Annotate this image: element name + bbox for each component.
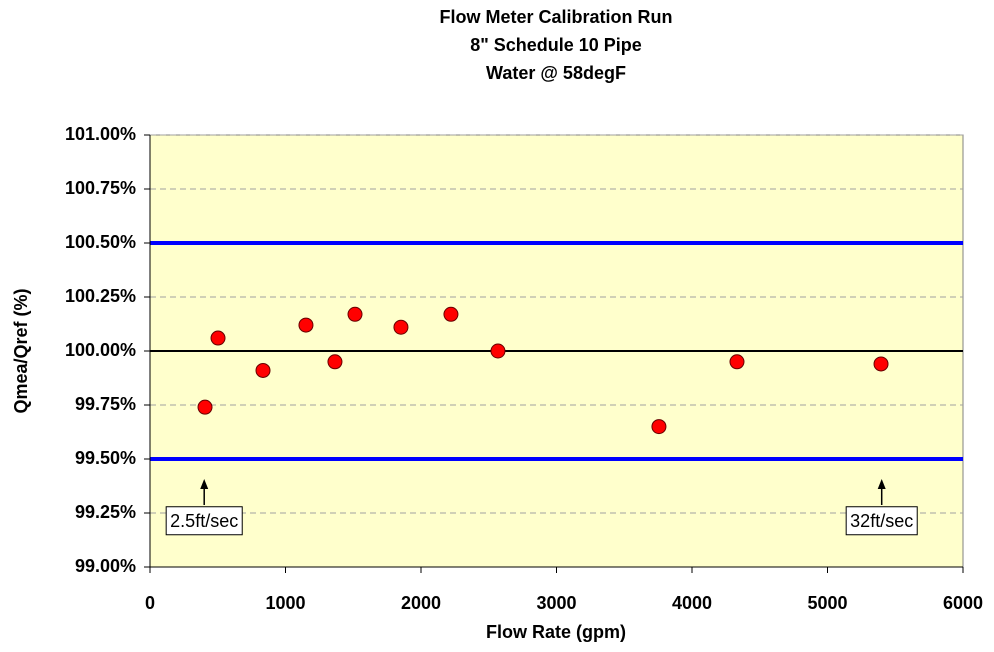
chart-title: Flow Meter Calibration Run: [439, 7, 672, 27]
data-point: [729, 354, 745, 370]
x-tick-label: 5000: [807, 593, 847, 613]
data-point: [443, 306, 459, 322]
y-tick-label: 100.25%: [65, 286, 136, 306]
x-tick-label: 1000: [265, 593, 305, 613]
x-tick-label: 4000: [672, 593, 712, 613]
chart-title: Water @ 58degF: [486, 63, 626, 83]
data-point: [197, 399, 213, 415]
y-tick-label: 99.00%: [75, 556, 136, 576]
y-tick-label: 100.50%: [65, 232, 136, 252]
y-tick-label: 99.25%: [75, 502, 136, 522]
annotation-arrowhead: [200, 479, 209, 489]
annotation-arrowhead: [877, 479, 886, 489]
annotation: 2.5ft/sec: [170, 511, 238, 531]
x-axis-label: Flow Rate (gpm): [486, 622, 626, 642]
x-tick-label: 2000: [401, 593, 441, 613]
y-tick-label: 99.50%: [75, 448, 136, 468]
y-tick-label: 100.00%: [65, 340, 136, 360]
data-point: [255, 362, 271, 378]
data-point: [327, 354, 343, 370]
y-axis-label: Qmea/Qref (%): [11, 288, 31, 413]
data-point: [490, 343, 506, 359]
data-point: [347, 306, 363, 322]
x-tick-label: 0: [145, 593, 155, 613]
data-point: [210, 330, 226, 346]
data-point: [393, 319, 409, 335]
chart-title: 8" Schedule 10 Pipe: [470, 35, 642, 55]
x-tick-label: 3000: [536, 593, 576, 613]
y-tick-label: 101.00%: [65, 124, 136, 144]
y-tick-label: 100.75%: [65, 178, 136, 198]
data-point: [298, 317, 314, 333]
annotation-box: [845, 506, 918, 536]
y-tick-label: 99.75%: [75, 394, 136, 414]
annotation-box: [165, 506, 243, 536]
data-point: [651, 419, 667, 435]
data-point: [873, 356, 889, 372]
annotation: 32ft/sec: [850, 511, 913, 531]
x-tick-label: 6000: [943, 593, 983, 613]
